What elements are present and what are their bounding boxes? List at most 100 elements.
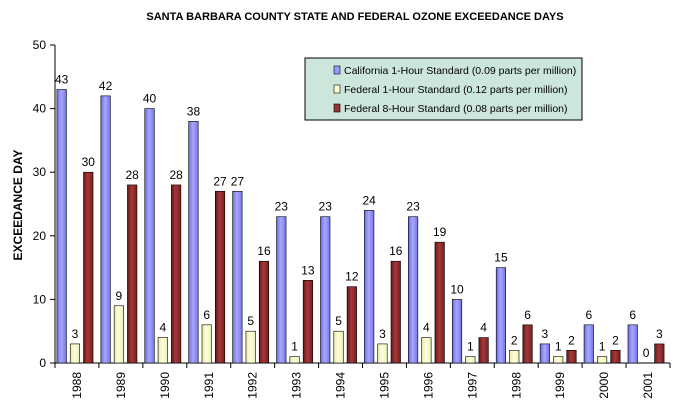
data-label: 6 [629, 308, 636, 322]
data-label: 16 [257, 244, 271, 258]
bar-series-2-1999 [553, 356, 564, 364]
data-label: 15 [494, 251, 508, 265]
bar-series-2-1988 [69, 343, 81, 364]
bar-series-3-1993 [302, 280, 313, 364]
bar-series-2-1994 [333, 330, 344, 364]
data-label: 4 [480, 321, 487, 335]
data-label: 6 [585, 308, 592, 322]
data-label: 3 [379, 327, 386, 341]
bar-series-2-1991 [201, 324, 212, 364]
bar-series-1-1994 [320, 216, 331, 364]
data-label: 16 [389, 244, 403, 258]
x-tick-label: 1990 [158, 372, 172, 399]
x-tick-label: 1998 [509, 372, 523, 399]
bar-series-3-1996 [434, 241, 445, 364]
data-label: 0 [643, 346, 650, 360]
data-label: 12 [345, 270, 359, 284]
data-label: 38 [187, 104, 201, 118]
data-label: 40 [143, 92, 157, 106]
y-axis-label: EXCEEDANCE DAY [11, 150, 25, 261]
bar-series-3-1991 [215, 190, 226, 364]
data-label: 23 [406, 200, 420, 214]
legend-swatch [333, 103, 341, 113]
data-label: 5 [247, 314, 254, 328]
bar-series-1-1993 [276, 216, 287, 364]
data-label: 42 [99, 79, 113, 93]
data-label: 19 [433, 225, 447, 239]
data-label: 24 [362, 193, 376, 207]
data-label: 3 [72, 327, 79, 341]
x-tick-label: 1996 [421, 372, 435, 399]
data-label: 27 [231, 174, 245, 188]
data-label: 6 [203, 308, 210, 322]
bar-series-1-1996 [408, 216, 419, 364]
chart-title: SANTA BARBARA COUNTY STATE AND FEDERAL O… [146, 11, 563, 23]
x-tick-label: 1994 [334, 372, 348, 399]
bar-series-3-1997 [478, 337, 489, 364]
bar-series-3-2001 [654, 343, 665, 364]
data-label: 27 [213, 174, 227, 188]
bar-series-3-1989 [127, 184, 138, 364]
data-label: 28 [126, 168, 140, 182]
y-tick-label: 0 [39, 356, 46, 370]
data-label: 5 [335, 314, 342, 328]
legend-swatch [333, 65, 341, 75]
data-label: 3 [656, 327, 663, 341]
bar-series-3-1999 [566, 349, 577, 364]
bar-series-1-1999 [539, 343, 550, 364]
bar-series-3-1995 [390, 260, 401, 364]
data-label: 2 [568, 333, 575, 347]
bar-series-2-1989 [113, 305, 124, 364]
bar-series-1-1988 [56, 89, 67, 364]
bar-series-3-1988 [83, 171, 94, 364]
data-label: 4 [423, 321, 430, 335]
y-tick-label: 10 [33, 292, 47, 306]
x-tick-label: 1992 [246, 372, 260, 399]
bar-series-2-1992 [245, 330, 256, 364]
bar-series-2-1996 [421, 337, 432, 364]
data-label: 1 [555, 340, 562, 354]
bar-series-1-2001 [627, 324, 638, 364]
legend-label: California 1-Hour Standard (0.09 parts p… [344, 65, 576, 77]
data-label: 43 [55, 73, 69, 87]
bar-series-3-1998 [522, 324, 533, 364]
x-tick-label: 1999 [553, 372, 567, 399]
x-tick-label: 1993 [290, 372, 304, 399]
bar-series-1-1998 [495, 267, 507, 364]
y-tick-label: 20 [33, 229, 47, 243]
x-tick-label: 1989 [114, 372, 128, 399]
legend: California 1-Hour Standard (0.09 parts p… [304, 57, 583, 121]
data-label: 6 [524, 308, 531, 322]
data-label: 2 [612, 333, 619, 347]
data-label: 3 [542, 327, 549, 341]
bar-series-2-2000 [597, 356, 608, 364]
bar-series-1-1991 [188, 121, 199, 364]
legend-swatch [333, 84, 341, 94]
x-tick-label: 2001 [641, 372, 655, 399]
x-tick-label: 2000 [597, 372, 611, 399]
data-label: 2 [511, 333, 518, 347]
data-label: 28 [169, 168, 183, 182]
bar-series-1-1989 [100, 95, 111, 364]
data-label: 1 [291, 340, 298, 354]
bar-series-2-1998 [509, 349, 520, 364]
data-label: 9 [116, 289, 123, 303]
bar-series-3-2000 [610, 349, 621, 364]
bar-series-1-2000 [583, 324, 594, 364]
y-tick-label: 30 [33, 165, 47, 179]
data-label: 23 [319, 200, 333, 214]
bar-series-1-1992 [232, 190, 243, 364]
bar-series-3-1994 [346, 286, 357, 364]
x-tick-label: 1997 [465, 372, 479, 399]
x-tick-label: 1991 [202, 372, 216, 399]
bar-series-1-1997 [451, 299, 463, 364]
bar-series-2-1990 [157, 337, 168, 364]
data-label: 10 [450, 282, 464, 296]
bar-series-2-1997 [465, 356, 476, 364]
y-tick-label: 40 [33, 102, 47, 116]
x-tick-label: 1988 [70, 372, 84, 399]
data-label: 23 [275, 200, 289, 214]
y-tick-label: 50 [33, 38, 47, 52]
